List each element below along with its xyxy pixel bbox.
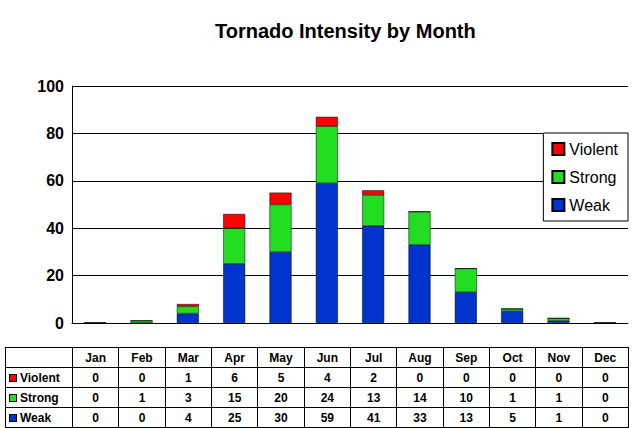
html-text:Strong: Strong xyxy=(20,390,59,405)
html-text:May: May xyxy=(269,350,293,365)
svg-text:Strong: Strong xyxy=(569,169,616,186)
html-text:Mar: Mar xyxy=(177,350,199,365)
html-text:0: 0 xyxy=(138,370,146,385)
html-text:0: 0 xyxy=(601,370,609,385)
html-text:1: 1 xyxy=(555,390,563,405)
html-text:6: 6 xyxy=(231,370,238,385)
html-text:1: 1 xyxy=(185,370,192,385)
svg-text:100: 100 xyxy=(37,78,64,95)
html-text:41: 41 xyxy=(367,410,381,425)
html-text:Weak: Weak xyxy=(20,410,52,425)
html-text:Jul: Jul xyxy=(365,350,383,365)
html-text:20: 20 xyxy=(274,390,288,405)
html-text:Jun: Jun xyxy=(316,350,338,365)
html-text:2: 2 xyxy=(370,370,377,385)
html-text:Feb: Feb xyxy=(131,350,153,365)
html-text:3: 3 xyxy=(185,390,192,405)
svg-text:0: 0 xyxy=(55,315,64,332)
html-text:Oct: Oct xyxy=(502,350,523,365)
html-text:30: 30 xyxy=(274,410,288,425)
html-text:0: 0 xyxy=(601,410,609,425)
html-text:25: 25 xyxy=(228,410,242,425)
html-text:0: 0 xyxy=(92,370,99,385)
svg-text:80: 80 xyxy=(46,125,64,142)
html-text:0: 0 xyxy=(509,370,516,385)
svg-text:60: 60 xyxy=(46,172,64,189)
html-text:0: 0 xyxy=(92,410,99,425)
html-text:Violent: Violent xyxy=(20,370,60,385)
html-text:5: 5 xyxy=(509,410,516,425)
svg-text:Tornado Intensity by Month: Tornado Intensity by Month xyxy=(215,20,476,42)
html-text:1: 1 xyxy=(138,390,146,405)
html-text:Nov: Nov xyxy=(547,350,571,365)
svg-text:Weak: Weak xyxy=(569,197,611,214)
html-text:0: 0 xyxy=(416,370,424,385)
html-text:10: 10 xyxy=(459,390,473,405)
html-text:0: 0 xyxy=(462,370,470,385)
svg-text:Violent: Violent xyxy=(569,141,618,158)
svg-text:40: 40 xyxy=(46,220,64,237)
svg-text:20: 20 xyxy=(46,267,64,284)
html-text:13: 13 xyxy=(459,410,473,425)
html-text:5: 5 xyxy=(277,370,285,385)
html-text:1: 1 xyxy=(555,410,563,425)
html-text:Dec: Dec xyxy=(594,350,617,365)
html-text:Sep: Sep xyxy=(455,350,478,365)
html-text:24: 24 xyxy=(320,390,334,405)
html-text:0: 0 xyxy=(138,410,146,425)
html-text:59: 59 xyxy=(320,410,334,425)
html-text:Jan: Jan xyxy=(85,350,106,365)
html-text:0: 0 xyxy=(601,390,609,405)
html-text:13: 13 xyxy=(367,390,381,405)
html-text:4: 4 xyxy=(324,370,331,385)
html-text:33: 33 xyxy=(413,410,427,425)
html-text:Apr: Apr xyxy=(224,350,245,365)
html-text:0: 0 xyxy=(92,390,99,405)
html-text:0: 0 xyxy=(555,370,563,385)
html-text:14: 14 xyxy=(413,390,427,405)
html-text:4: 4 xyxy=(185,410,192,425)
html-text:1: 1 xyxy=(509,390,516,405)
html-text:15: 15 xyxy=(228,390,242,405)
html-text:Aug: Aug xyxy=(408,350,432,365)
